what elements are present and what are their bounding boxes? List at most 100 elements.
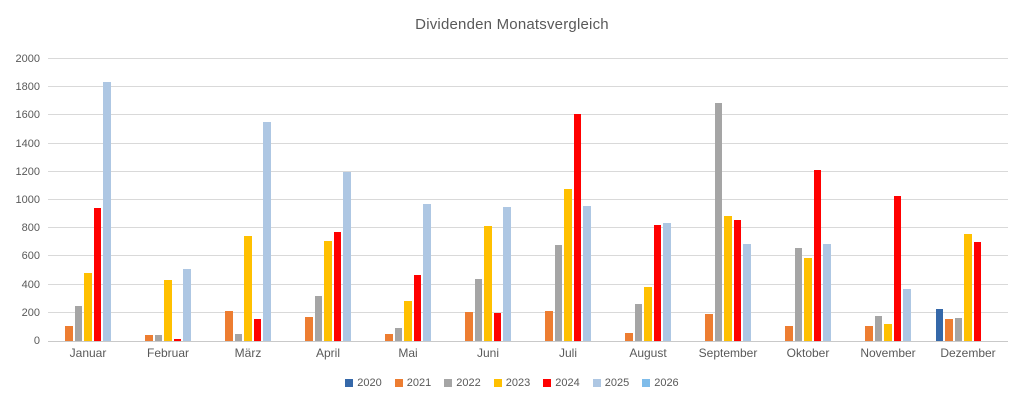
- bar-group-mai: [368, 59, 448, 341]
- bar-2021-november: [865, 326, 873, 341]
- bar-group-november: [848, 59, 928, 341]
- x-label-dezember: Dezember: [940, 346, 996, 360]
- legend-item-2021[interactable]: 2021: [394, 377, 432, 389]
- bar-groups: [48, 59, 1008, 341]
- bar-2024-september: [733, 219, 742, 341]
- legend-label-2020: 2020: [357, 377, 382, 389]
- legend-marker-2025: [592, 379, 601, 387]
- bar-2023-januar: [84, 273, 92, 341]
- legend-item-2024[interactable]: 2024: [543, 377, 580, 389]
- bar-2023-september: [724, 215, 732, 341]
- y-tick-label-0: 0: [33, 335, 40, 347]
- bar-group-märz: [208, 59, 288, 341]
- bar-group-april: [288, 59, 368, 341]
- y-tick-label-200: 200: [21, 306, 40, 319]
- bar-2025-november: [903, 288, 911, 341]
- bar-2025-märz: [263, 122, 271, 341]
- gridline: [48, 58, 1008, 59]
- legend-item-2020[interactable]: 2020: [345, 377, 382, 389]
- bar-2021-juli: [545, 311, 553, 341]
- x-axis: Januar Februar März April Mai Juni Juli August S…: [48, 346, 1008, 360]
- bar-2025-mai: [423, 203, 431, 341]
- legend-marker-2024: [543, 379, 552, 387]
- bar-2024-mai: [413, 274, 422, 341]
- bar-2022-september: [714, 102, 723, 341]
- bar-2025-august: [663, 222, 671, 341]
- bar-2022-november: [874, 315, 883, 341]
- gridline: [48, 86, 1008, 88]
- bar-2022-juni: [474, 278, 483, 341]
- legend-label-2022: 2022: [456, 377, 481, 389]
- bar-2022-juli: [554, 245, 563, 341]
- bar-2021-dezember: [945, 319, 953, 341]
- gridline: [48, 142, 1008, 144]
- legend-label-2025: 2025: [604, 377, 630, 389]
- x-label-februar: Februar: [146, 346, 190, 360]
- legend-label-2024: 2024: [555, 377, 580, 389]
- bar-group-januar: [48, 59, 128, 341]
- legend-marker-2021: [394, 379, 403, 387]
- gridline: [48, 199, 1008, 200]
- bar-2024-oktober: [813, 170, 822, 341]
- plot-area: [48, 58, 1008, 342]
- gridline: [48, 114, 1008, 116]
- bar-2021-august: [625, 332, 633, 341]
- gridline: [48, 255, 1008, 257]
- y-tick-label-1800: 1800: [15, 81, 40, 94]
- x-label-april: April: [315, 346, 340, 360]
- legend-item-2025[interactable]: 2025: [592, 377, 630, 389]
- legend-item-2023[interactable]: 2023: [493, 377, 531, 389]
- bar-group-dezember: [928, 59, 1008, 341]
- bar-2023-mai: [404, 300, 412, 341]
- x-label-januar: Januar: [69, 346, 107, 360]
- bar-2022-märz: [234, 333, 243, 341]
- bar-2025-februar: [183, 269, 191, 341]
- bar-2021-september: [705, 313, 713, 341]
- legend-marker-2020: [345, 379, 354, 387]
- bar-2023-märz: [244, 235, 252, 341]
- bar-2024-juli: [573, 114, 582, 341]
- legend-label-2023: 2023: [505, 377, 531, 389]
- bar-2022-oktober: [794, 247, 803, 341]
- x-label-november: November: [860, 346, 916, 360]
- y-axis: 0 200 400 600 800 1000 1200 1400 1600 1800 2000: [0, 53, 44, 347]
- legend-label-2021: 2021: [406, 377, 432, 389]
- legend: 2020 2021 2022 2023 2024 2025 2026: [0, 377, 1024, 389]
- bar-2025-juli: [583, 205, 591, 341]
- bar-2025-april: [343, 171, 351, 341]
- y-tick-label-1000: 1000: [15, 194, 40, 206]
- y-tick-label-600: 600: [21, 250, 40, 263]
- bar-2025-juni: [503, 207, 511, 341]
- x-axis-line: [48, 341, 1008, 342]
- bar-2020-dezember: [935, 308, 944, 341]
- bar-2024-märz: [253, 319, 262, 341]
- bar-2021-juni: [465, 312, 473, 341]
- bar-2024-august: [653, 225, 662, 341]
- bar-2022-mai: [394, 327, 403, 341]
- legend-item-2026[interactable]: 2026: [642, 377, 679, 389]
- bar-group-september: [688, 59, 768, 341]
- x-label-mai: Mai: [398, 346, 418, 360]
- bar-2025-januar: [103, 81, 111, 341]
- bar-group-oktober: [768, 59, 848, 341]
- bar-group-august: [608, 59, 688, 341]
- bar-2021-mai: [385, 333, 393, 341]
- gridline: [48, 283, 1008, 285]
- bar-2021-januar: [65, 325, 73, 341]
- bar-2024-februar: [173, 338, 182, 341]
- y-tick-label-1200: 1200: [15, 165, 40, 178]
- bar-2023-juni: [484, 226, 492, 341]
- legend-item-2022[interactable]: 2022: [444, 377, 481, 389]
- legend-marker-2023: [493, 379, 502, 387]
- x-label-oktober: Oktober: [786, 346, 830, 360]
- bar-2023-oktober: [804, 257, 812, 341]
- bar-2024-april: [333, 231, 342, 341]
- bar-2022-februar: [154, 335, 163, 341]
- legend-marker-2026: [642, 379, 651, 387]
- gridline: [48, 311, 1008, 313]
- bar-2025-september: [743, 243, 751, 341]
- bar-2024-november: [893, 195, 902, 341]
- x-label-august: August: [629, 346, 667, 360]
- gridline: [48, 227, 1008, 229]
